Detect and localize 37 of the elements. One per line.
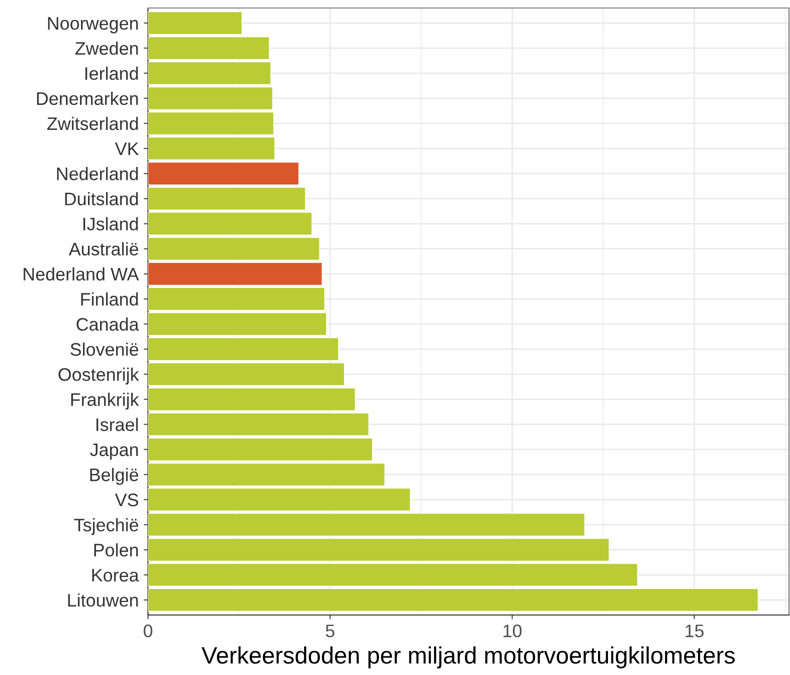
y-tick-label: VS xyxy=(114,494,138,506)
y-tick-label: Finland xyxy=(81,292,138,306)
x-tick-label: 10 xyxy=(504,624,522,638)
y-tick-label: VK xyxy=(114,142,139,156)
x-tick-label: 0 xyxy=(144,624,152,638)
bar xyxy=(148,438,373,462)
y-tick-label: Polen xyxy=(94,543,138,557)
y-tick-label: België xyxy=(90,468,138,485)
bar xyxy=(148,312,327,336)
y-tick-label: Ierland xyxy=(85,66,138,80)
x-tick-label: 15 xyxy=(686,624,704,638)
y-tick-label: Canada xyxy=(76,318,139,331)
y-tick-label: Israel xyxy=(96,418,138,432)
bar xyxy=(148,588,758,612)
y-tick-label: Korea xyxy=(92,568,139,582)
y-tick-label: Oostenrijk xyxy=(58,368,139,384)
y-tick-label: Duitsland xyxy=(65,192,138,206)
x-axis-title: Verkeersdoden per miljard motorvoertuigkilometers xyxy=(202,646,735,668)
y-tick-label: Tsjechië xyxy=(74,518,138,535)
y-tick-label: Zwitserland xyxy=(47,116,138,130)
bar xyxy=(148,162,300,186)
y-tick-label: IJsland xyxy=(83,217,138,230)
bar xyxy=(148,462,386,486)
y-tick-label: Nederland xyxy=(57,167,138,180)
y-tick-label: Denemarken xyxy=(37,92,138,106)
y-tick-label: Japan xyxy=(90,444,138,460)
y-tick-label: Noorwegen xyxy=(48,17,138,34)
bar xyxy=(148,287,325,311)
y-tick-label: Australië xyxy=(68,242,138,256)
bar xyxy=(148,136,276,160)
y-tick-label: Nederland WA xyxy=(24,267,139,281)
y-tick-label: Frankrijk xyxy=(71,392,139,410)
y-tick-label: Litouwen xyxy=(68,593,138,607)
x-tick-label: 5 xyxy=(326,624,334,638)
bar xyxy=(148,11,242,35)
y-tick-label: Slovenië xyxy=(70,342,138,356)
y-tick-label: Zweden xyxy=(75,42,138,55)
